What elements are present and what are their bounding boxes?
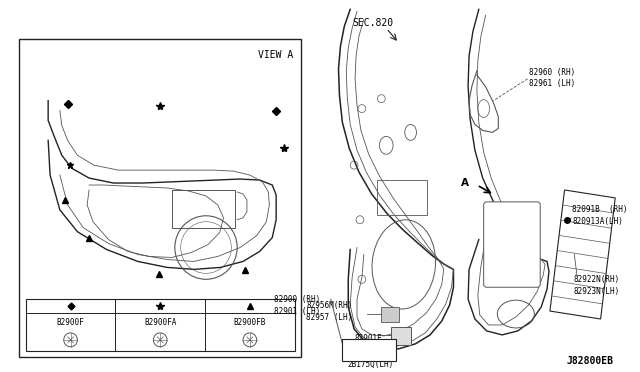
Text: 82922N(RH): 82922N(RH): [573, 275, 620, 284]
Text: SEC.820: SEC.820: [352, 18, 393, 28]
Text: A: A: [461, 178, 469, 188]
FancyBboxPatch shape: [484, 202, 540, 287]
Text: 82923N(LH): 82923N(LH): [573, 287, 620, 296]
Text: 820913A(LH): 820913A(LH): [572, 217, 623, 226]
Text: 2B1740(RH): 2B1740(RH): [348, 350, 394, 359]
Text: 82901E: 82901E: [354, 334, 382, 343]
Polygon shape: [550, 190, 615, 319]
Text: 2B175Q(LH): 2B175Q(LH): [348, 360, 394, 369]
Text: 82960 (RH): 82960 (RH): [529, 68, 576, 77]
Text: 82091B  (RH): 82091B (RH): [572, 205, 628, 214]
Text: VIEW A: VIEW A: [259, 50, 294, 60]
Text: B2900FB: B2900FB: [234, 318, 266, 327]
Bar: [342, 339, 396, 361]
Bar: [391, 327, 411, 345]
Text: 82900 (RH): 82900 (RH): [274, 295, 321, 304]
Text: 82901 (LH): 82901 (LH): [274, 307, 321, 315]
Text: 82961 (LH): 82961 (LH): [529, 79, 576, 88]
Text: B2900F: B2900F: [57, 318, 84, 327]
Text: B2900FA: B2900FA: [144, 318, 177, 327]
Text: 82957 (LH): 82957 (LH): [307, 312, 353, 321]
Bar: [19, 39, 301, 357]
Bar: [376, 180, 427, 215]
Text: 82956M(RH): 82956M(RH): [307, 301, 353, 310]
Bar: [26, 299, 294, 351]
Bar: [172, 190, 236, 228]
Text: J82800EB: J82800EB: [566, 356, 613, 366]
Bar: [381, 307, 399, 322]
